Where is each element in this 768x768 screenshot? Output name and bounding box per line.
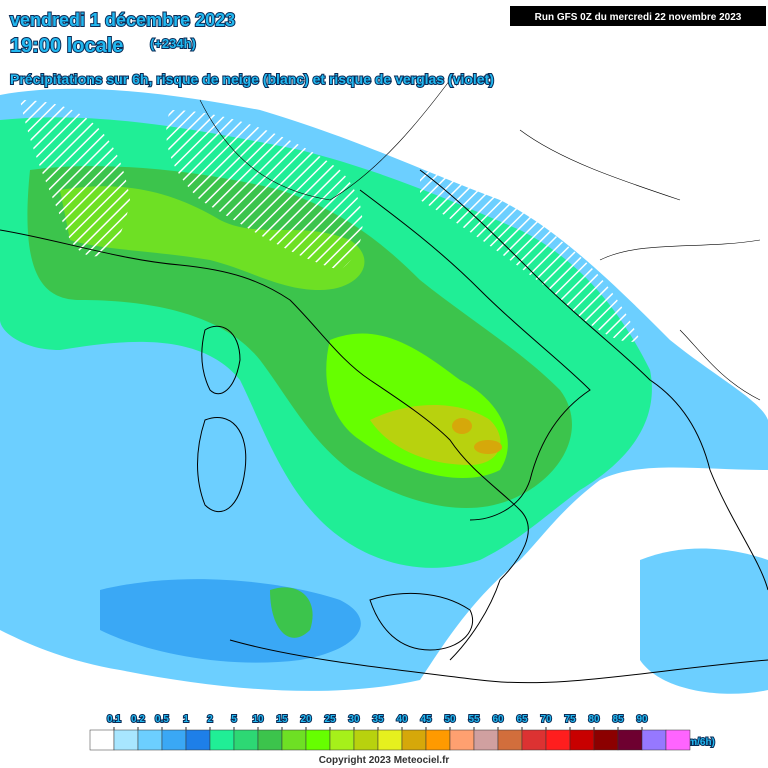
legend-swatch (593, 729, 619, 751)
legend-label: 0.2 (131, 714, 145, 725)
legend-label: 30 (348, 714, 360, 725)
legend-swatch (257, 729, 283, 751)
legend-swatch (425, 729, 451, 751)
legend-swatch (449, 729, 475, 751)
legend-label: 5 (231, 714, 237, 725)
legend-swatch (521, 729, 547, 751)
legend-swatch (233, 729, 259, 751)
legend-label: 10 (252, 714, 264, 725)
legend-swatch (329, 729, 355, 751)
legend-swatch (281, 729, 307, 751)
legend-swatch (569, 729, 595, 751)
legend-label: 70 (540, 714, 552, 725)
legend-swatch (377, 729, 403, 751)
subtitle: Précipitations sur 6h, risque de neige (… (10, 71, 494, 87)
legend-swatch (545, 729, 571, 751)
legend-label: 20 (300, 714, 312, 725)
legend-swatch (305, 729, 331, 751)
legend-label: 85 (612, 714, 624, 725)
legend-label: 65 (516, 714, 528, 725)
legend-swatch (137, 729, 163, 751)
legend-swatch (353, 729, 379, 751)
legend-label: 50 (444, 714, 456, 725)
date-title: vendredi 1 décembre 2023 (10, 10, 235, 30)
legend-label: 90 (636, 714, 648, 725)
legend-swatch (185, 729, 211, 751)
legend-label: 35 (372, 714, 384, 725)
legend-swatch (641, 729, 667, 751)
legend-label: 15 (276, 714, 288, 725)
legend-swatch (617, 729, 643, 751)
coastlines (0, 79, 768, 684)
legend-label: 60 (492, 714, 504, 725)
legend-label: 75 (564, 714, 576, 725)
legend-label: 40 (396, 714, 408, 725)
snow-risk (20, 100, 640, 342)
legend-swatch (209, 729, 235, 751)
legend-label: 25 (324, 714, 336, 725)
legend-swatch (401, 729, 427, 751)
forecast-offset: (+234h) (150, 36, 196, 51)
legend-label: 45 (420, 714, 432, 725)
legend-swatch (161, 729, 187, 751)
time-title: 19:00 locale (10, 35, 123, 57)
legend-label: 0.1 (107, 714, 121, 725)
legend-label: 80 (588, 714, 600, 725)
legend-swatch (113, 729, 139, 751)
legend-label: 0.5 (155, 714, 169, 725)
legend-swatch (473, 729, 499, 751)
copyright: Copyright 2023 Meteociel.fr (319, 755, 450, 766)
legend-label: 1 (183, 714, 189, 725)
legend-swatch (89, 729, 115, 751)
run-box (510, 6, 766, 26)
legend-swatch (497, 729, 523, 751)
legend-label: 2 (207, 714, 213, 725)
legend-swatch (665, 729, 691, 751)
legend-label: 55 (468, 714, 480, 725)
run-info: Run GFS 0Z du mercredi 22 novembre 2023 (535, 12, 742, 23)
